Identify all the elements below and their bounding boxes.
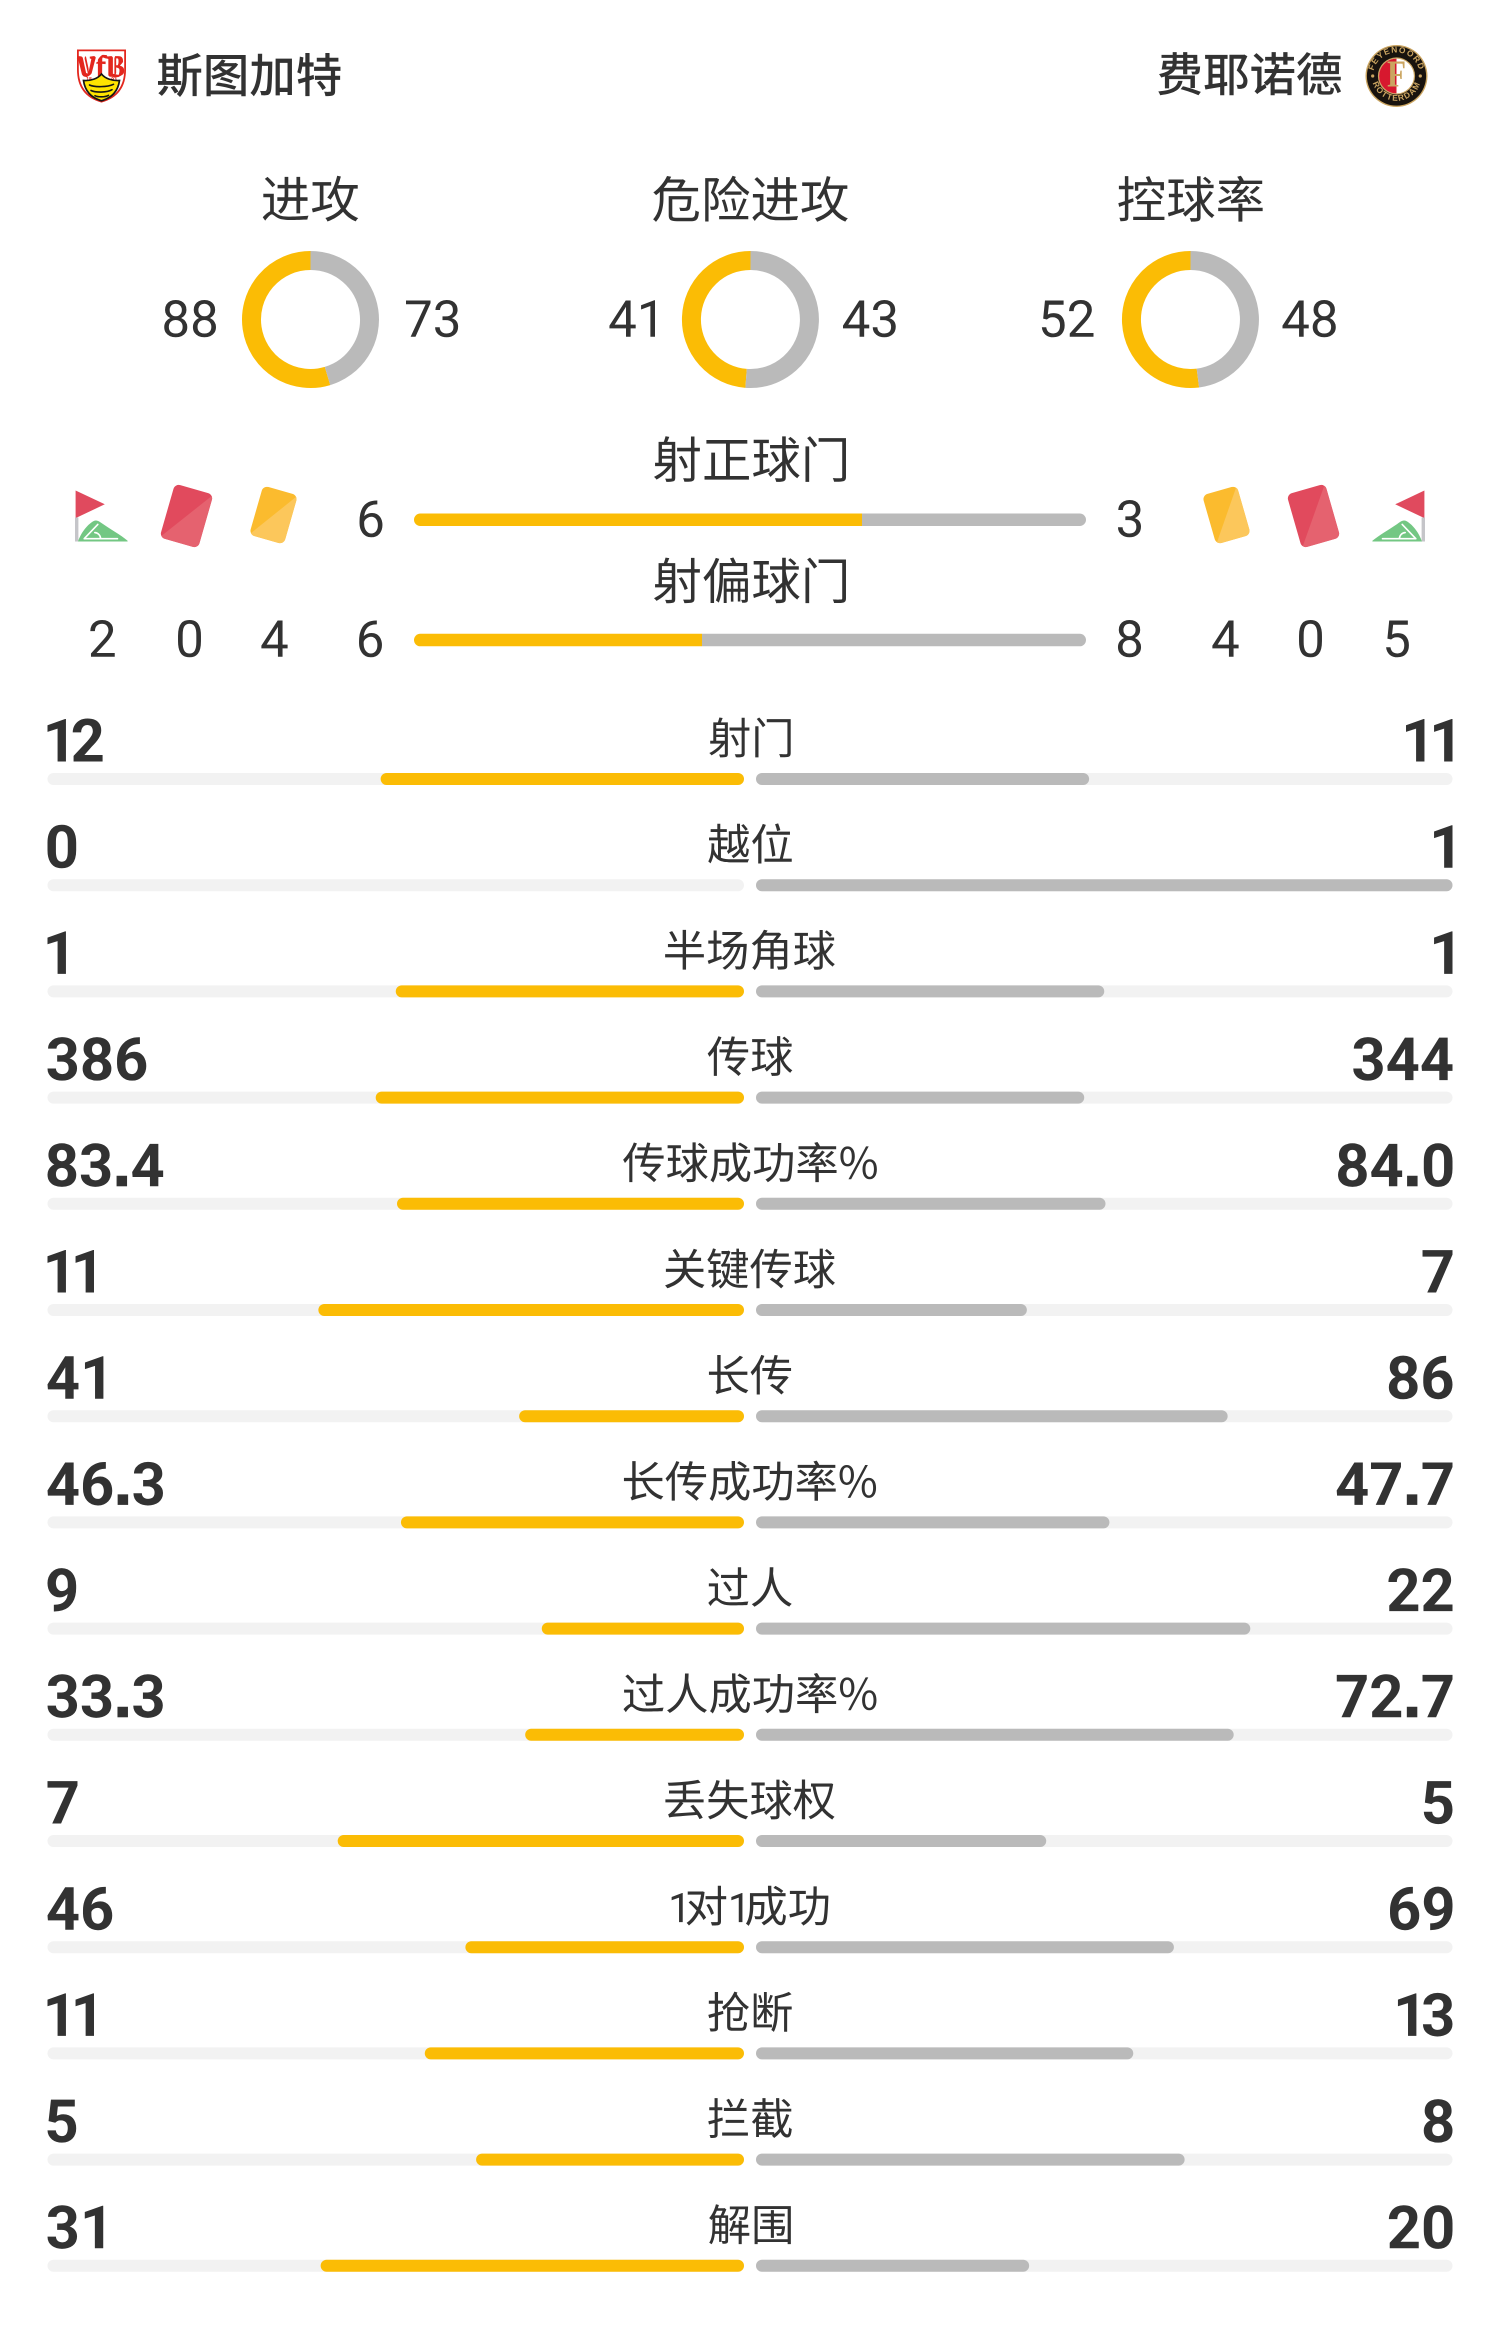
svg-text:F: F bbox=[1387, 53, 1406, 96]
